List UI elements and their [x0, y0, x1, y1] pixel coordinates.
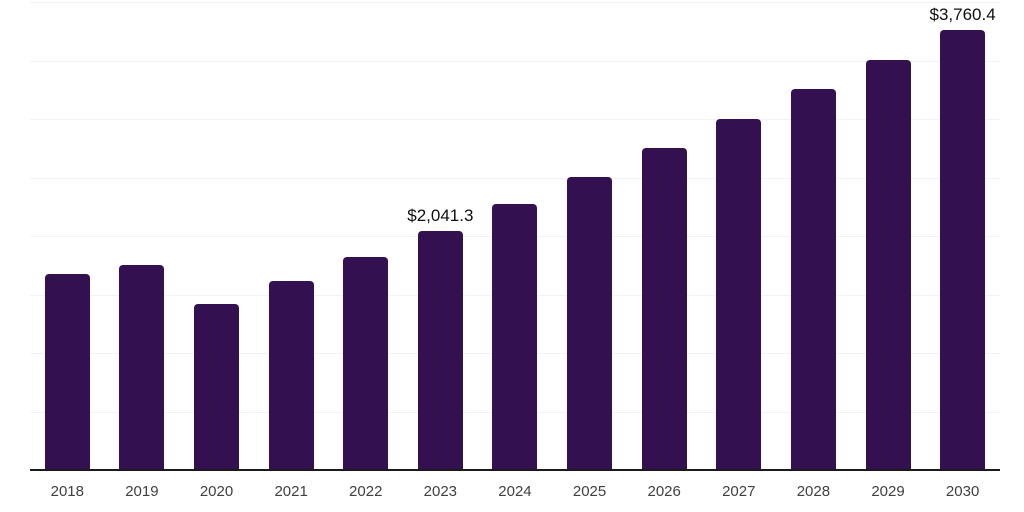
bar-slot-2018 [30, 0, 105, 470]
bar-slot-2025 [552, 0, 627, 470]
bar-2021 [268, 281, 314, 470]
x-tick-label-2029: 2029 [871, 483, 905, 500]
x-tick-label-2020: 2020 [199, 483, 234, 500]
bar-slot-2030: $3,760.4 [925, 0, 1000, 470]
bar-slot-2026 [627, 0, 702, 470]
bar-2022 [343, 257, 389, 470]
x-tick-label-2025: 2025 [572, 483, 607, 500]
bar-slot-2021 [254, 0, 329, 470]
bar-2027 [716, 119, 762, 470]
bar-2020 [194, 304, 240, 470]
x-tick-label-2022: 2022 [349, 483, 383, 500]
x-tick-label-2024: 2024 [498, 483, 532, 500]
bar-slot-2027 [701, 0, 776, 470]
bar-slot-2022 [328, 0, 403, 470]
x-tick-label-2023: 2023 [423, 483, 458, 500]
bar-2030 [940, 30, 986, 470]
bar-value-label-2030: $3,760.4 [929, 5, 996, 24]
x-axis-line [30, 469, 1000, 471]
bar-slot-2029 [851, 0, 926, 470]
bar-2019 [119, 265, 165, 470]
gridline [30, 119, 1000, 120]
gridline [30, 2, 1000, 3]
x-tick-label-2030: 2030 [945, 483, 980, 500]
bar-2025 [567, 177, 613, 470]
bar-2026 [641, 148, 687, 470]
bar-2028 [790, 89, 836, 470]
bar-slot-2020 [179, 0, 254, 470]
bar-value-label-2023: $2,041.3 [407, 206, 474, 226]
bar-slot-2023: $2,041.3 [403, 0, 478, 470]
x-tick-label-2026: 2026 [647, 483, 681, 500]
x-tick-label-2019: 2019 [125, 483, 159, 500]
bar-2018 [44, 274, 90, 470]
bar-2023 [417, 231, 463, 470]
bar-slot-2028 [776, 0, 851, 470]
bars-layer: $2,041.3 $3,760.4 [30, 0, 1000, 470]
bar-slot-2024 [478, 0, 553, 470]
gridline [30, 61, 1000, 62]
bar-2029 [865, 60, 911, 470]
x-tick-label-2021: 2021 [274, 483, 308, 500]
bar-slot-2019 [105, 0, 180, 470]
x-axis-tick-labels: 2018 2019 2020 2021 2022 2023 2024 2025 2026 2027… [30, 482, 1000, 502]
x-tick-label-2018: 2018 [50, 483, 84, 500]
x-tick-label-2028: 2028 [796, 483, 831, 500]
gridline [30, 178, 1000, 179]
bar-2024 [492, 203, 538, 470]
x-tick-label-2027: 2027 [722, 483, 756, 500]
